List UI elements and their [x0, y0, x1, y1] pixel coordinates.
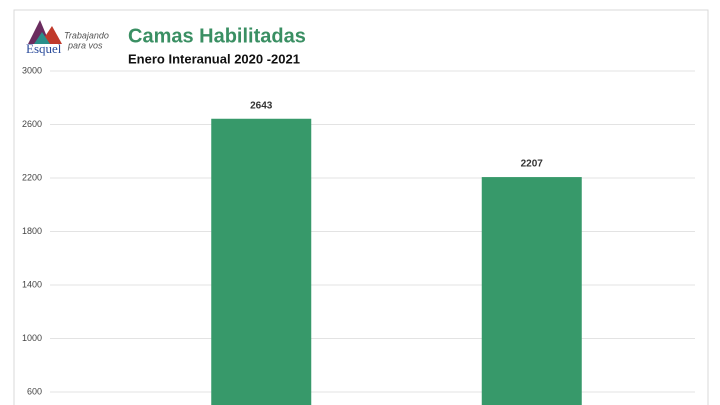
bar: [481, 177, 582, 405]
value-label: 2207: [521, 159, 544, 170]
bar: [211, 118, 312, 405]
y-tick-label: 1800: [22, 226, 42, 236]
value-label: 2643: [250, 100, 273, 111]
logo-mountain: [34, 32, 50, 44]
y-tick-label: 2200: [22, 172, 42, 182]
chart-title: Camas Habilitadas: [128, 25, 306, 47]
y-tick-label: 2600: [22, 119, 42, 129]
y-tick-label: 3000: [22, 65, 42, 75]
logo-name: Esquel: [26, 41, 62, 56]
y-tick-label: 1000: [22, 333, 42, 343]
logo-tagline: para vos: [67, 40, 103, 50]
y-tick-label: 1400: [22, 279, 42, 289]
chart-subtitle: Enero Interanual 2020 -2021: [128, 51, 300, 66]
chart-frame: [13, 9, 709, 405]
logo: Esquel Trabajando para vos: [26, 20, 109, 56]
y-tick-label: 600: [27, 386, 42, 396]
logo-tagline: Trabajando: [64, 30, 109, 40]
